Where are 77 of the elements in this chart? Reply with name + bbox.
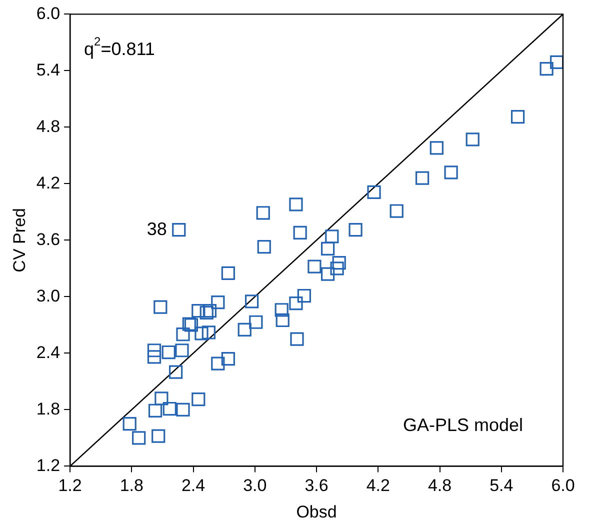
x-axis-title: Obsd bbox=[296, 502, 337, 522]
point bbox=[290, 332, 304, 346]
point bbox=[176, 328, 190, 342]
x-tick-label: 1.8 bbox=[120, 476, 144, 496]
point bbox=[289, 198, 303, 212]
point bbox=[466, 132, 480, 146]
point bbox=[132, 431, 146, 445]
point bbox=[276, 313, 290, 328]
point bbox=[289, 296, 303, 310]
y-tick-label: 4.8 bbox=[36, 116, 60, 136]
point bbox=[211, 356, 225, 370]
point bbox=[172, 223, 186, 237]
point bbox=[162, 345, 176, 360]
point bbox=[245, 294, 259, 308]
point bbox=[184, 318, 198, 332]
point bbox=[321, 267, 335, 281]
point bbox=[256, 206, 270, 220]
point bbox=[348, 223, 362, 237]
x-tick-label: 5.4 bbox=[490, 476, 514, 496]
point bbox=[297, 288, 312, 303]
point bbox=[221, 266, 236, 280]
point bbox=[169, 365, 183, 379]
point bbox=[194, 326, 208, 340]
point bbox=[325, 230, 339, 244]
point bbox=[550, 55, 563, 70]
point bbox=[176, 402, 190, 417]
x-tick-label: 6.0 bbox=[551, 476, 575, 496]
point bbox=[511, 110, 525, 124]
point bbox=[540, 62, 554, 76]
point bbox=[430, 141, 444, 155]
point bbox=[444, 166, 458, 180]
y-tick-label: 6.0 bbox=[36, 4, 60, 23]
point bbox=[192, 304, 206, 318]
point bbox=[293, 226, 307, 240]
point bbox=[211, 296, 225, 310]
point bbox=[192, 392, 206, 406]
point bbox=[154, 392, 168, 406]
point bbox=[154, 300, 168, 314]
x-tick-label: 1.2 bbox=[58, 476, 82, 496]
x-tick-label: 4.2 bbox=[366, 476, 390, 496]
point bbox=[390, 204, 404, 218]
point bbox=[147, 344, 162, 358]
y-tick-label: 1.2 bbox=[36, 456, 60, 475]
annotation: GA-PLS model bbox=[402, 415, 524, 436]
point bbox=[182, 317, 196, 331]
point bbox=[152, 429, 166, 443]
y-tick-label: 5.4 bbox=[36, 60, 60, 80]
point bbox=[415, 171, 430, 185]
point bbox=[330, 262, 344, 276]
point bbox=[162, 402, 176, 416]
y-tick-label: 4.2 bbox=[36, 173, 60, 192]
point bbox=[122, 417, 136, 431]
y-tick-label: 3.6 bbox=[36, 230, 60, 249]
x-tick-label: 4.8 bbox=[428, 476, 452, 496]
point bbox=[308, 260, 322, 274]
x-tick-label: 3.6 bbox=[304, 476, 328, 496]
point bbox=[221, 352, 236, 366]
point bbox=[238, 322, 252, 336]
point bbox=[202, 326, 216, 340]
x-tick-label: 3.0 bbox=[243, 476, 267, 496]
point bbox=[274, 303, 288, 317]
point bbox=[200, 306, 214, 320]
point bbox=[148, 404, 162, 418]
point bbox=[367, 185, 381, 199]
point bbox=[249, 315, 263, 329]
y-tick-label: 2.4 bbox=[36, 342, 60, 362]
point bbox=[147, 350, 162, 364]
point bbox=[332, 256, 346, 270]
point bbox=[257, 240, 271, 254]
point bbox=[321, 242, 335, 256]
annotation: 38 bbox=[146, 218, 167, 239]
point bbox=[202, 304, 217, 318]
y-axis-title: CV Pred bbox=[10, 208, 29, 272]
x-tick-label: 2.4 bbox=[181, 476, 206, 496]
y-tick-label: 3.0 bbox=[36, 286, 60, 306]
point bbox=[175, 344, 189, 358]
y-tick-label: 1.8 bbox=[36, 399, 60, 418]
